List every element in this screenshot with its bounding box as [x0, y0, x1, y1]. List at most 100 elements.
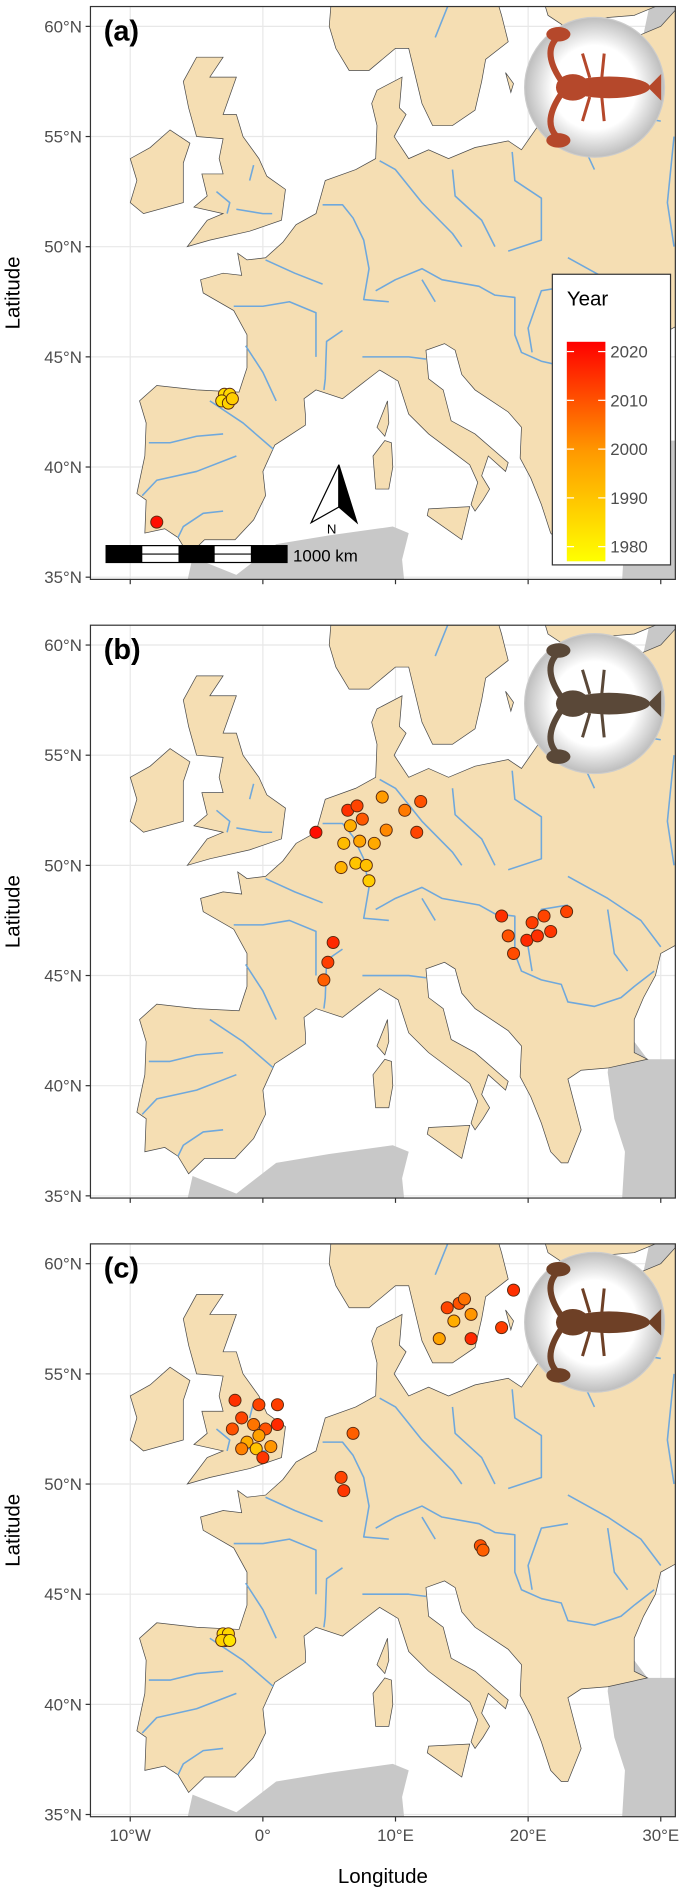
- river: [567, 1494, 662, 1566]
- y-axis-title: Latitude: [1, 875, 24, 948]
- colorbar: [566, 341, 606, 562]
- occurrence-point: [507, 1283, 521, 1297]
- y-tick-label: 60°N: [44, 636, 82, 655]
- y-tick-label: 60°N: [44, 17, 82, 36]
- non-study-land: [607, 1041, 676, 1199]
- occurrence-point: [507, 946, 521, 961]
- river: [421, 279, 436, 303]
- land: [426, 1743, 471, 1778]
- river: [177, 1747, 224, 1776]
- land: [182, 675, 286, 866]
- occurrence-point: [501, 929, 515, 943]
- occurrence-point: [447, 1314, 461, 1328]
- occurrence-point: [264, 1440, 278, 1454]
- river: [421, 1516, 436, 1540]
- panel-frame: [89, 1243, 676, 1818]
- x-axis-title: Longitude: [338, 1865, 428, 1888]
- x-tick-label: 30°E: [642, 1826, 679, 1845]
- y-tick-label: 45°N: [44, 348, 82, 367]
- x-tick-label: 20°E: [510, 1826, 547, 1845]
- occurrence-point: [560, 905, 574, 919]
- river: [215, 809, 231, 833]
- y-tick-label: 35°N: [44, 1806, 82, 1825]
- occurrence-point: [432, 1332, 446, 1346]
- river: [666, 1373, 675, 1485]
- river: [141, 455, 237, 497]
- river: [322, 1441, 389, 1540]
- river: [527, 1522, 569, 1590]
- river: [233, 1538, 317, 1595]
- occurrence-point: [321, 955, 335, 969]
- non-study-land: [607, 1660, 676, 1817]
- river: [148, 1051, 224, 1063]
- x-tick-label: 0°: [255, 1826, 271, 1845]
- occurrence-point: [247, 1418, 261, 1432]
- occurrence-point: [270, 1398, 284, 1412]
- occurrence-point: [464, 1307, 478, 1321]
- occurrence-point: [309, 825, 323, 839]
- river: [666, 136, 675, 247]
- river: [236, 827, 273, 834]
- river: [451, 169, 496, 248]
- occurrence-point: [410, 825, 424, 839]
- river: [323, 329, 343, 391]
- species-photo: [524, 1251, 666, 1393]
- river: [434, 6, 449, 38]
- occurrence-point: [235, 1442, 249, 1456]
- land: [372, 1677, 394, 1727]
- occurrence-point: [270, 1418, 284, 1432]
- land: [182, 56, 286, 248]
- occurrence-point: [355, 812, 369, 826]
- occurrence-point: [440, 1301, 454, 1315]
- river: [362, 356, 427, 360]
- land: [505, 72, 514, 94]
- occurrence-point: [334, 1470, 348, 1484]
- land: [426, 1124, 471, 1159]
- river: [248, 164, 255, 181]
- y-tick-label: 45°N: [44, 967, 82, 986]
- y-tick-label: 40°N: [44, 1077, 82, 1096]
- river: [141, 1073, 237, 1115]
- river: [434, 625, 449, 657]
- colorbar-label: 1980: [610, 538, 648, 557]
- occurrence-point: [228, 1393, 242, 1407]
- panel-label: (b): [104, 634, 141, 666]
- occurrence-point: [337, 836, 351, 850]
- north-label: N: [327, 522, 337, 537]
- land: [129, 129, 191, 215]
- colorbar-label: 2010: [610, 391, 648, 410]
- river: [606, 1528, 629, 1591]
- occurrence-point: [367, 836, 381, 850]
- occurrence-point: [398, 803, 412, 817]
- land: [372, 1058, 394, 1109]
- occurrence-point: [353, 834, 367, 848]
- occurrence-point: [256, 1451, 270, 1465]
- land: [426, 506, 471, 541]
- river: [379, 1397, 463, 1485]
- colorbar-label: 2020: [610, 343, 648, 362]
- river: [567, 875, 662, 948]
- occurrence-point: [346, 1426, 360, 1440]
- colorbar-label: 1990: [610, 489, 648, 508]
- occurrence-point: [249, 1442, 263, 1456]
- y-tick-label: 50°N: [44, 1475, 82, 1494]
- scale-label: 1000 km: [293, 546, 358, 565]
- occurrence-point: [225, 1422, 239, 1436]
- river: [451, 1406, 496, 1485]
- occurrence-point: [252, 1429, 266, 1443]
- scale-bar: 1000 km: [105, 545, 358, 565]
- occurrence-point: [150, 515, 164, 529]
- occurrence-point: [464, 1332, 478, 1346]
- occurrence-point: [379, 823, 393, 837]
- colorbar-label: 2000: [610, 440, 648, 459]
- map-panel: (a) 35°N 40°N 45°N 50°N 55°N 60°N Latitude Year 1…: [1, 5, 676, 587]
- occurrence-point: [457, 1292, 471, 1306]
- north-arrow: N: [309, 464, 359, 537]
- river: [141, 1692, 237, 1734]
- river: [322, 822, 389, 922]
- occurrence-point: [223, 1633, 237, 1647]
- y-tick-label: 55°N: [44, 1365, 82, 1384]
- occurrence-point: [343, 819, 357, 833]
